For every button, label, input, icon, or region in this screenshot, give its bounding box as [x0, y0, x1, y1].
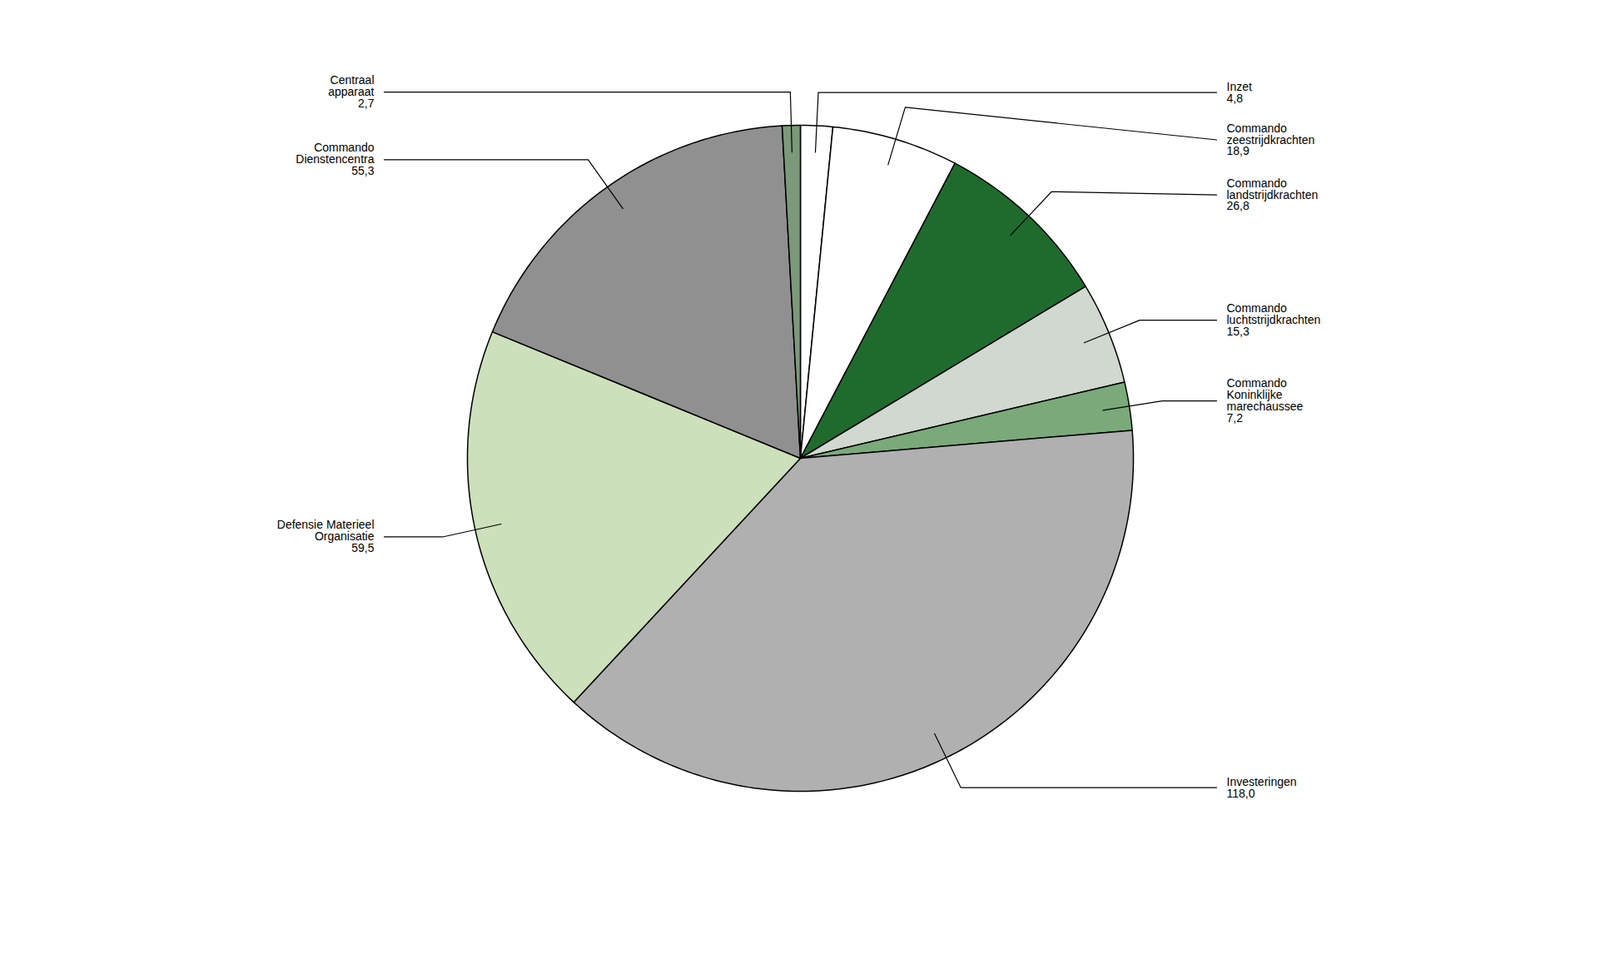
svg-text:CommandoKoninklijkemarechausse: CommandoKoninklijkemarechaussee7,2 [1227, 376, 1304, 425]
svg-text:CommandoDienstencentra55,3: CommandoDienstencentra55,3 [295, 140, 374, 178]
svg-text:Commandoluchtstrijdkrachten15,: Commandoluchtstrijdkrachten15,3 [1227, 301, 1322, 338]
svg-text:Inzet4,8: Inzet4,8 [1227, 79, 1253, 105]
svg-text:Commandolandstrijdkrachten26,8: Commandolandstrijdkrachten26,8 [1227, 176, 1319, 214]
svg-text:Investeringen118,0: Investeringen118,0 [1227, 775, 1297, 800]
svg-text:Defensie MaterieelOrganisatie5: Defensie MaterieelOrganisatie59,5 [277, 517, 375, 555]
svg-text:Commandozeestrijdkrachten18,9: Commandozeestrijdkrachten18,9 [1227, 121, 1316, 159]
svg-text:Centraalapparaat2,7: Centraalapparaat2,7 [327, 73, 374, 110]
